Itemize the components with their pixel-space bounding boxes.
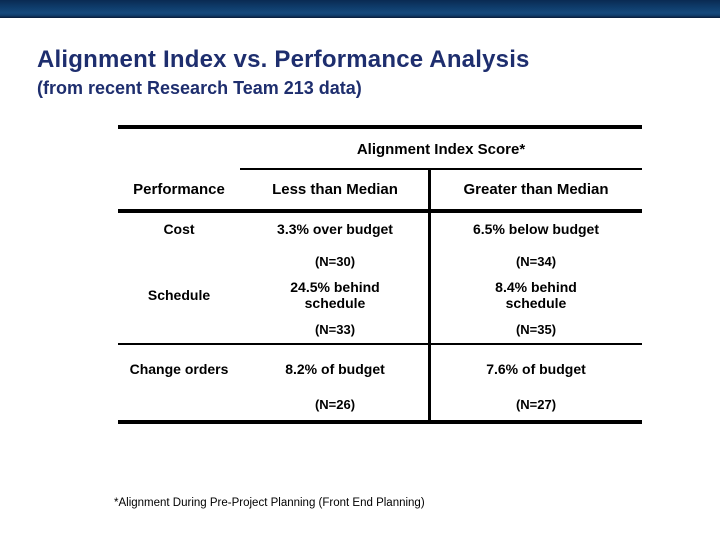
- change-greater-n: (N=27): [515, 397, 557, 412]
- change-greater-value: 7.6% of budget: [486, 361, 586, 377]
- slide-subtitle: (from recent Research Team 213 data): [37, 78, 362, 98]
- schedule-less-text: 24.5% behind schedule: [290, 279, 380, 311]
- top-accent-bar: [0, 0, 720, 18]
- cost-greater-n: (N=34): [515, 254, 557, 269]
- table-top-border: [118, 125, 642, 129]
- col-header-performance: Performance: [133, 181, 225, 198]
- change-less-n: (N=26): [314, 397, 356, 412]
- column-divider: [428, 168, 431, 420]
- table-row-change-orders-n: (N=26) (N=27): [118, 397, 642, 412]
- cost-less-value: 3.3% over budget: [277, 221, 393, 237]
- table-row-cost-n: (N=30) (N=34): [118, 254, 642, 269]
- header-row-underline: [118, 209, 642, 213]
- slide-title: Alignment Index vs. Performance Analysis: [37, 46, 530, 73]
- col-header-greater-than-median: Greater than Median: [463, 181, 609, 198]
- span-header-underline: [240, 168, 642, 170]
- schedule-greater-n: (N=35): [515, 322, 557, 337]
- schedule-less-n: (N=33): [314, 322, 356, 337]
- alignment-performance-table: Alignment Index Score* Performance Less …: [118, 125, 642, 424]
- row-label: Schedule: [147, 287, 211, 303]
- table-span-header: Alignment Index Score*: [356, 141, 526, 158]
- table-row-schedule-n: (N=33) (N=35): [118, 322, 642, 337]
- schedule-greater-value: 8.4% behind schedule: [430, 279, 642, 311]
- schedule-less-value: 24.5% behind schedule: [240, 279, 430, 311]
- schedule-greater-text: 8.4% behind schedule: [495, 279, 577, 311]
- row-label: Change orders: [129, 361, 229, 377]
- row-label: Cost: [163, 221, 195, 237]
- table-row-change-orders: Change orders 8.2% of budget 7.6% of bud…: [118, 361, 642, 377]
- cost-less-n: (N=30): [314, 254, 356, 269]
- table-row-cost: Cost 3.3% over budget 6.5% below budget: [118, 221, 642, 237]
- schedule-change-divider: [118, 343, 642, 345]
- table-header-row: Performance Less than Median Greater tha…: [118, 181, 642, 198]
- footnote: *Alignment During Pre-Project Planning (…: [114, 497, 425, 509]
- col-header-less-than-median: Less than Median: [272, 181, 398, 198]
- change-less-value: 8.2% of budget: [285, 361, 385, 377]
- table-bottom-border: [118, 420, 642, 424]
- cost-greater-value: 6.5% below budget: [472, 221, 599, 237]
- table-row-schedule: Schedule 24.5% behind schedule 8.4% behi…: [118, 277, 642, 313]
